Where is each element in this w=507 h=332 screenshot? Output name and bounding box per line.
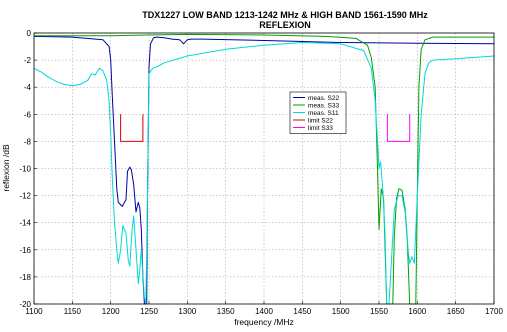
axis-ticks: 1100 1150 1200 1250 1300 1350 1400 1450 1500 1550… <box>19 29 503 316</box>
y-tick-label: -8 <box>24 137 32 146</box>
legend-label: meas. S33 <box>308 102 339 109</box>
series-line-3 <box>33 42 495 305</box>
chart-subtitle: REFLEXION <box>259 20 311 30</box>
x-tick-label: 1550 <box>370 307 388 316</box>
series-line-2 <box>34 33 494 305</box>
x-tick-label: 1200 <box>102 307 120 316</box>
y-tick-label: 0 <box>27 29 32 38</box>
y-tick-label: -12 <box>19 192 31 201</box>
y-tick-label: -4 <box>24 83 32 92</box>
y-tick-label: -14 <box>19 219 31 228</box>
x-tick-label: 1450 <box>293 307 311 316</box>
plot-frame <box>33 32 495 305</box>
x-tick-label: 1250 <box>140 307 158 316</box>
x-tick-label: 1700 <box>485 307 503 316</box>
y-tick-label: -10 <box>19 165 31 174</box>
y-tick-label: -18 <box>19 273 31 282</box>
y-tick-label: -6 <box>24 110 32 119</box>
series-line-5 <box>386 114 411 142</box>
x-tick-label: 1150 <box>64 307 82 316</box>
chart-title: TDX1227 LOW BAND 1213-1242 MHz & HIGH BA… <box>142 10 428 20</box>
y-tick-label: -16 <box>19 246 31 255</box>
series-group <box>33 33 495 305</box>
y-axis-label: reflexion /dB <box>1 144 11 192</box>
legend-label: meas. S22 <box>308 95 339 102</box>
x-tick-label: 1600 <box>408 307 426 316</box>
x-tick-label: 1350 <box>217 307 235 316</box>
y-tick-label: -20 <box>19 300 31 309</box>
x-axis-label: frequency /MHz <box>234 317 294 327</box>
x-tick-label: 1500 <box>332 307 350 316</box>
x-tick-label: 1650 <box>447 307 465 316</box>
legend-label: meas. S11 <box>308 110 339 117</box>
series-line-4 <box>120 114 144 142</box>
legend-label: limit S22 <box>308 117 333 124</box>
legend-label: limit S33 <box>308 125 333 132</box>
x-tick-label: 1300 <box>178 307 196 316</box>
y-tick-label: -2 <box>24 56 32 65</box>
x-tick-label: 1100 <box>25 307 43 316</box>
x-tick-label: 1400 <box>255 307 273 316</box>
